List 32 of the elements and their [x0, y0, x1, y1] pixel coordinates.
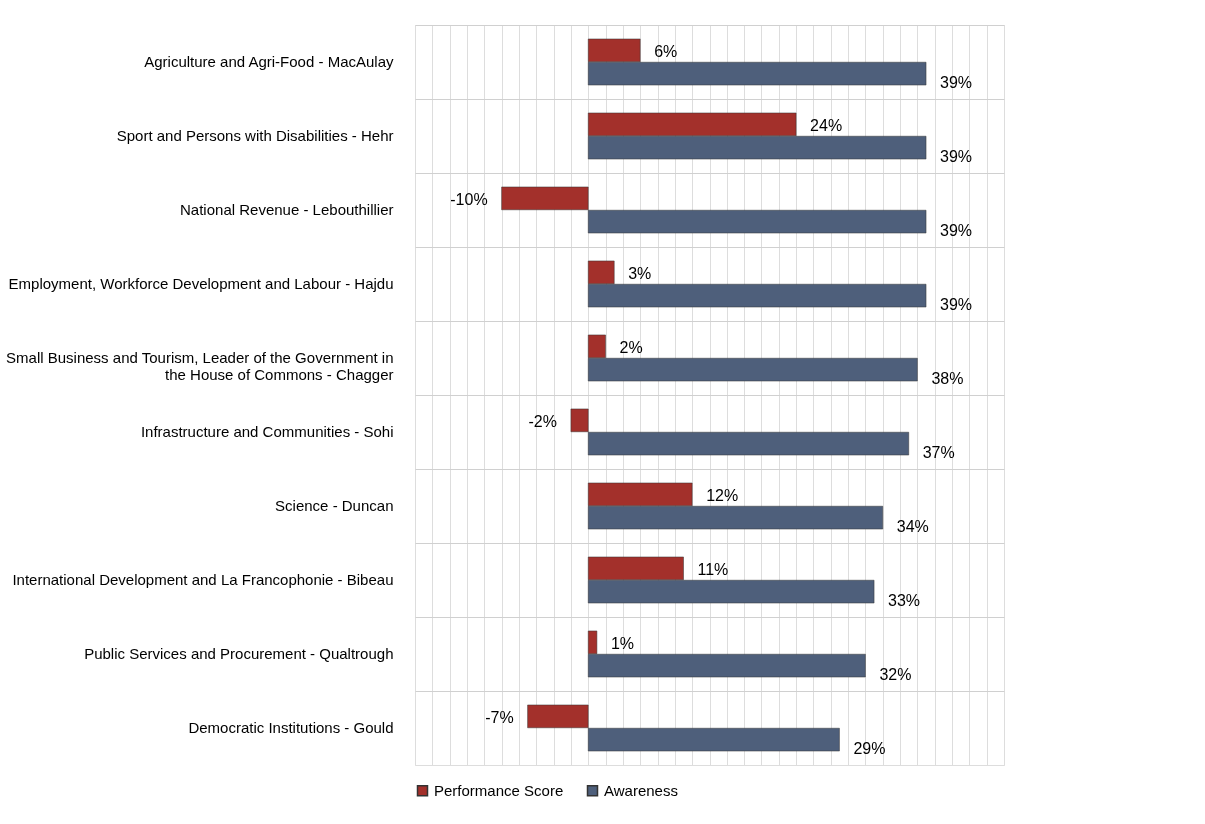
data-label: 34% [896, 517, 929, 535]
data-label: 6% [654, 43, 678, 61]
y-tick-label: Employment, Workforce Development and Labour - Hajdu [8, 275, 394, 292]
data-label: 1% [610, 635, 635, 653]
data-label: 3% [628, 265, 652, 283]
y-tick-label: Science - Duncan [275, 497, 394, 514]
y-tick-label: Public Services and Procurement - Qualtrough [84, 645, 394, 662]
y-tick-label: Sport and Persons with Disabilities - Hehr [116, 127, 394, 144]
data-label: -2% [528, 413, 557, 431]
y-tick-label: National Revenue - Lebouthillier [180, 201, 394, 218]
data-label: 12% [706, 487, 739, 505]
data-label: 39% [940, 147, 973, 165]
data-label: 32% [879, 665, 912, 683]
data-label: 29% [853, 739, 886, 757]
data-label: 39% [940, 221, 973, 239]
legend-label: Performance Score [434, 781, 564, 799]
data-label: 11% [697, 561, 729, 579]
data-label: 38% [931, 369, 964, 387]
y-tick-label: Agriculture and Agri-Food - MacAulay [144, 53, 394, 70]
data-label: 24% [810, 117, 843, 135]
data-label: 33% [888, 591, 921, 609]
y-tick-label: Infrastructure and Communities - Sohi [140, 423, 394, 440]
data-label: -10% [450, 191, 488, 209]
data-label: -7% [485, 709, 514, 727]
data-label: 39% [940, 73, 973, 91]
data-label: 2% [619, 339, 643, 357]
y-tick-label: Small Business and Tourism, Leader of the Government in the House of Commons - Chagger [6, 349, 394, 383]
y-tick-label: Democratic Institutions - Gould [188, 719, 394, 736]
y-tick-label: International Development and La Francophonie - Bibeau [12, 571, 394, 588]
data-label: 39% [940, 295, 973, 313]
data-label: 37% [922, 443, 955, 461]
legend-label: Awareness [604, 781, 678, 799]
